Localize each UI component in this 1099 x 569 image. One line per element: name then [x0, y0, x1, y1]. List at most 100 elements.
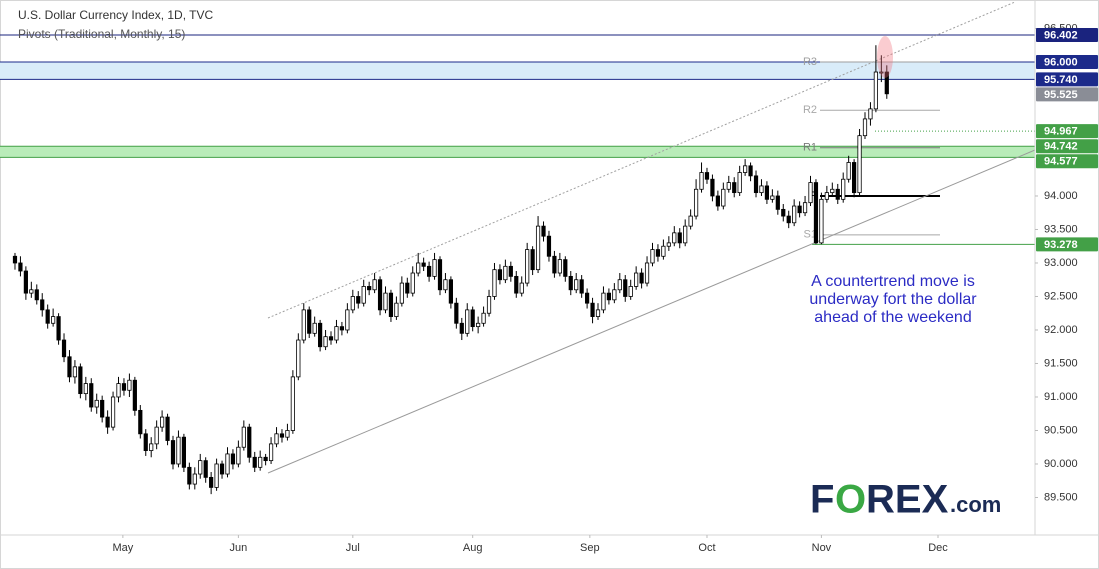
candle-body [666, 242, 671, 247]
candle-body [535, 225, 541, 271]
candle-body [655, 249, 661, 257]
candle-body [258, 456, 263, 468]
candle-body [143, 433, 148, 451]
candle-body [759, 185, 764, 194]
candle-body [639, 272, 644, 284]
candle-body [579, 279, 584, 294]
x-tick-label: Sep [580, 542, 600, 554]
x-tick-label: Aug [463, 542, 483, 554]
candle-body [606, 292, 612, 301]
x-tick-label: Jul [346, 542, 360, 554]
pivot-label: R2 [803, 104, 817, 116]
price-tag [1036, 237, 1098, 252]
candle-body [176, 436, 181, 465]
candle-body [710, 178, 715, 197]
candle-body [530, 249, 535, 271]
candle-body [497, 269, 503, 281]
candle-body [192, 473, 197, 485]
candle-body [525, 249, 530, 284]
candle-body [356, 296, 361, 304]
candle-body [383, 292, 388, 311]
candle-body [476, 322, 481, 328]
candle-body [121, 383, 127, 391]
pivot-label: R1 [803, 142, 817, 154]
price-tag-label: 96.402 [1044, 29, 1078, 41]
highlight-ellipse [877, 36, 893, 78]
y-tick-label: 89.500 [1044, 491, 1078, 503]
candle-body [51, 316, 56, 324]
candle-body [241, 426, 246, 448]
candle-body [345, 309, 350, 331]
candle-body [252, 456, 257, 468]
chart-title: U.S. Dollar Currency Index, 1D, TVC [18, 8, 214, 22]
logo-text: REX [866, 478, 949, 522]
candle-body [748, 165, 753, 177]
candle-body [481, 312, 486, 324]
candle-body [715, 195, 720, 207]
candle-body [312, 322, 317, 334]
candle-body [432, 259, 437, 277]
y-tick-label: 92.500 [1044, 290, 1078, 302]
candle-body [318, 322, 323, 348]
candle-body [149, 443, 154, 451]
candle-body [595, 309, 601, 317]
candle-body [89, 383, 94, 408]
candle-body [236, 446, 241, 465]
candle-body [410, 272, 415, 294]
y-tick-label: 94.000 [1044, 190, 1078, 202]
candle-body [94, 399, 99, 408]
candle-body [377, 279, 383, 311]
candle-body [437, 259, 443, 291]
candle-body [132, 379, 137, 411]
candle-body [492, 269, 497, 297]
candle-body [56, 316, 61, 341]
candle-body [830, 188, 835, 194]
candle-body [590, 302, 595, 317]
candle-body [721, 188, 726, 207]
candle-body [323, 336, 328, 348]
candle-body [726, 182, 731, 190]
candle-body [699, 172, 704, 190]
candle-body [198, 460, 203, 475]
candle-body [203, 460, 208, 478]
candle-body [677, 232, 682, 244]
candle-body [557, 259, 562, 274]
candle-body [67, 356, 72, 378]
candle-body [83, 383, 88, 395]
candle-body [301, 309, 306, 341]
price-tag [1036, 54, 1098, 69]
candle-body [465, 309, 470, 334]
candle-body [683, 225, 688, 244]
candle-body [792, 205, 797, 224]
y-tick-label: 93.000 [1044, 257, 1078, 269]
candle-body [225, 453, 230, 475]
candle-body [230, 453, 236, 465]
candle-body [328, 336, 334, 341]
logo-text: F [810, 478, 834, 522]
candle-body [623, 279, 628, 297]
price-tag [1036, 124, 1098, 139]
candle-body [339, 326, 345, 331]
candle-body [459, 322, 464, 334]
x-tick-label: May [112, 542, 133, 554]
candle-body [285, 430, 290, 438]
candles [12, 45, 889, 495]
candle-body [421, 262, 426, 267]
candle-body [181, 436, 186, 468]
price-tag-label: 94.967 [1044, 126, 1078, 138]
candle-body [884, 71, 889, 95]
candle-body [563, 259, 568, 277]
candle-body [846, 162, 851, 180]
candle-body [508, 265, 513, 277]
candle-body [268, 443, 274, 462]
logo-text: O [835, 478, 866, 522]
candle-body [116, 383, 121, 398]
y-tick-label: 91.000 [1044, 391, 1078, 403]
candle-body [628, 286, 633, 297]
price-tag [1036, 72, 1098, 87]
candle-body [879, 71, 884, 74]
lower-channel-line [267, 149, 1036, 474]
candle-body [546, 235, 552, 257]
candle-body [617, 279, 622, 291]
